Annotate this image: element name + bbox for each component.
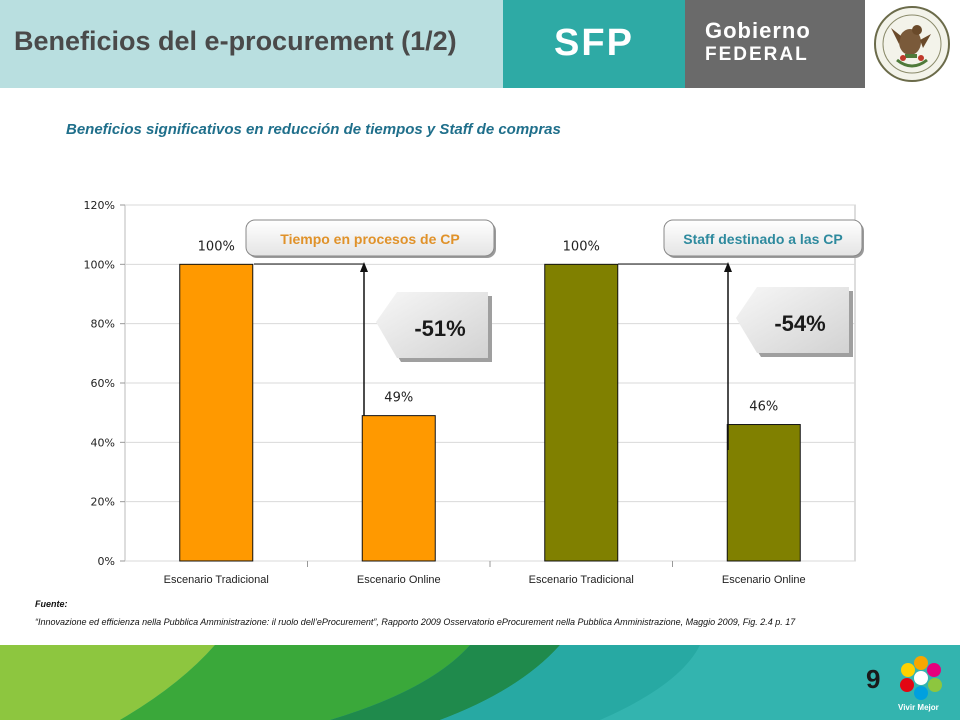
y-tick-label: 80% [91, 318, 115, 331]
change-arrow-1: -51% [376, 292, 492, 362]
x-tick-label: Escenario Online [722, 574, 806, 586]
y-tick-label: 20% [91, 496, 115, 509]
sfp-logo-text: SFP [554, 22, 634, 64]
x-tick-label: Escenario Tradicional [164, 574, 269, 586]
sfp-logo: SFP [503, 0, 685, 88]
page-title: Beneficios del e-procurement (1/2) [14, 26, 457, 56]
header: Beneficios del e-procurement (1/2) SFP G… [0, 0, 960, 88]
bar [544, 263, 619, 562]
x-tick-label: Escenario Online [357, 574, 441, 586]
arrowhead-1 [360, 262, 368, 272]
footer-banner [0, 645, 960, 720]
x-tick-label: Escenario Tradicional [529, 574, 634, 586]
callout-label-1-text: Tiempo en procesos de CP [280, 231, 459, 247]
data-label: 46% [749, 400, 778, 415]
mexican-seal [865, 0, 960, 88]
gobierno-text: Gobierno [705, 18, 811, 43]
callout-label-1: Tiempo en procesos de CP [245, 219, 496, 258]
y-tick-label: 120% [84, 199, 115, 212]
data-label: 49% [384, 391, 413, 406]
bar [361, 415, 436, 562]
gobierno-federal-logo: Gobierno FEDERAL [685, 0, 865, 88]
page-number: 9 [866, 664, 881, 694]
y-tick-label: 60% [91, 377, 115, 390]
slide-subtitle: Beneficios significativos en reducción d… [66, 121, 561, 138]
federal-text: FEDERAL [705, 44, 809, 65]
callout-label-2: Staff destinado a las CP [663, 219, 864, 258]
y-tick-label: 100% [84, 258, 115, 271]
data-label: 100% [198, 239, 235, 254]
bar [726, 424, 801, 562]
source-label: Fuente: [35, 599, 68, 609]
change-value-1: -51% [414, 316, 465, 341]
source-reference: “Innovazione ed efficienza nella Pubblic… [35, 617, 796, 627]
vivir-mejor-logo-icon [900, 656, 942, 700]
footer-decoration [0, 645, 960, 720]
eagle-seal-icon [874, 6, 950, 82]
bar [179, 263, 254, 562]
y-tick-label: 0% [98, 555, 115, 568]
logo-label: Vivir Mejor [898, 703, 939, 712]
change-value-2: -54% [774, 311, 825, 336]
bar-chart: 0% 20% 40% 60% 80% 100% 120% 100% 49% 100% 46% Es… [84, 199, 864, 586]
change-arrow-2: -54% [736, 287, 853, 357]
callout-label-2-text: Staff destinado a las CP [683, 231, 842, 247]
data-label: 100% [563, 239, 600, 254]
arrowhead-2 [724, 262, 732, 272]
y-tick-label: 40% [91, 436, 115, 449]
title-banner: Beneficios del e-procurement (1/2) [0, 0, 503, 88]
